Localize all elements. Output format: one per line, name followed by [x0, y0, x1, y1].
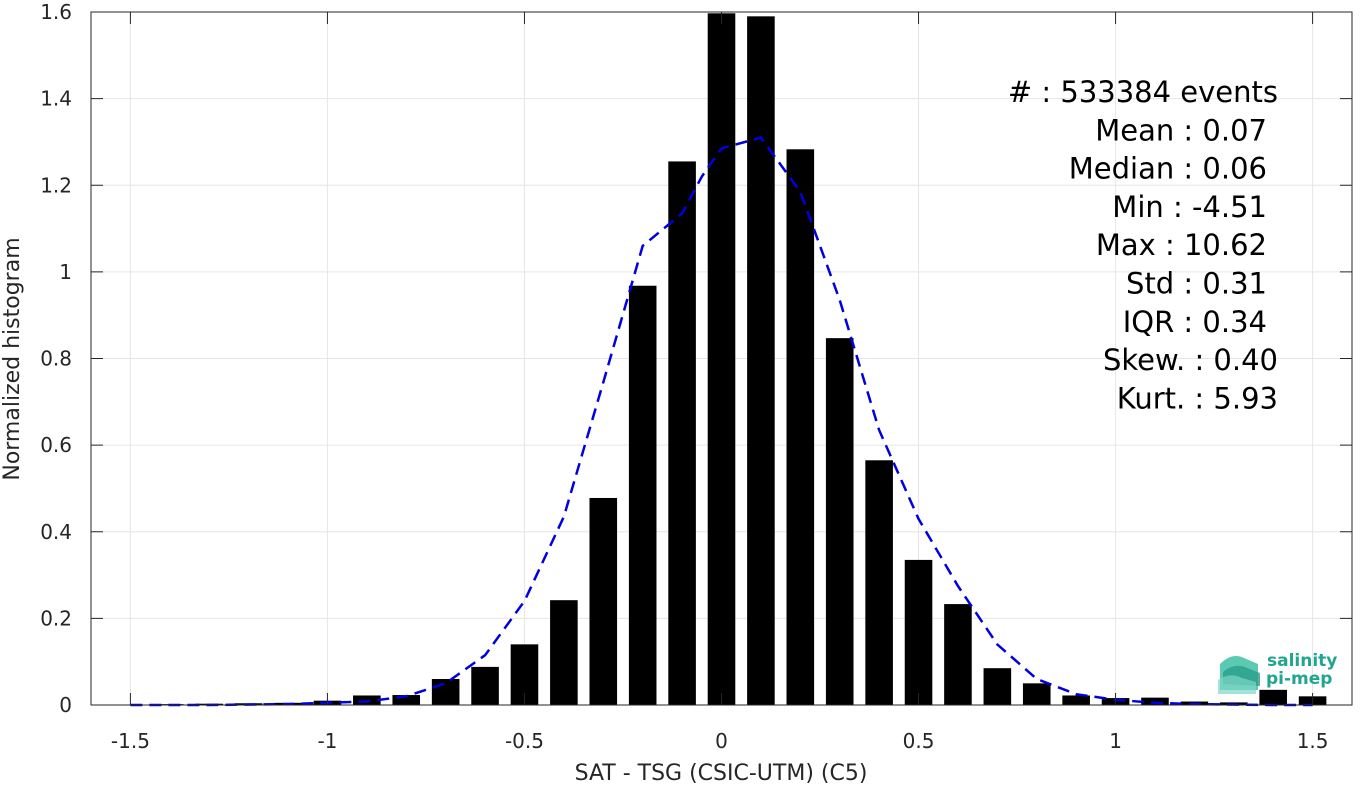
- histogram-bar: [1259, 689, 1287, 705]
- histogram-bar: [668, 161, 696, 706]
- histogram-bar: [1141, 697, 1169, 705]
- y-tick-label: 1.2: [40, 173, 72, 197]
- histogram-bar: [550, 600, 578, 705]
- x-tick-label: -0.5: [505, 729, 544, 753]
- y-tick-label: 1: [59, 260, 72, 284]
- histogram-bar: [983, 668, 1012, 705]
- stat-line: # : 533384 events: [1008, 75, 1278, 109]
- histogram-bar: [1062, 695, 1090, 705]
- histogram-bar: [747, 16, 775, 706]
- stat-line: Median : 0.06: [1069, 152, 1267, 186]
- histogram-bar: [865, 460, 893, 705]
- histogram-bar: [786, 149, 815, 705]
- logo-wave-icon: [1218, 656, 1260, 694]
- stat-line: IQR : 0.34: [1123, 305, 1267, 339]
- x-tick-label: 1: [1109, 729, 1122, 753]
- x-tick-label: 0.5: [903, 729, 935, 753]
- y-tick-label: 0.4: [40, 520, 72, 544]
- stat-line: Min : -4.51: [1112, 190, 1267, 224]
- logo-text-salinity: salinity: [1267, 651, 1337, 671]
- x-tick-label: -1: [317, 729, 337, 753]
- y-tick-label: 0.2: [40, 606, 72, 630]
- y-tick-label: 0.8: [40, 347, 72, 371]
- histogram-bar: [471, 666, 499, 705]
- stat-line: Kurt. : 5.93: [1117, 381, 1278, 415]
- histogram-bar: [707, 13, 736, 705]
- stat-line: Mean : 0.07: [1095, 113, 1267, 147]
- fit-curve-line: [130, 136, 1313, 707]
- y-tick-label: 0.6: [40, 433, 72, 457]
- y-axis-label: Normalized histogram: [0, 237, 25, 480]
- stat-line: Std : 0.31: [1126, 267, 1267, 301]
- histogram-bar: [904, 559, 933, 705]
- axes-frame: [90, 11, 1353, 706]
- stat-line: Skew. : 0.40: [1103, 343, 1278, 377]
- histogram-bar: [1022, 683, 1051, 705]
- x-axis-label: SAT - TSG (CSIC-UTM) (C5): [575, 761, 868, 785]
- logo-text-pi-mep: pi-mep: [1266, 669, 1332, 689]
- y-tick-label: 0: [59, 693, 72, 717]
- x-tick-label: -1.5: [111, 729, 150, 753]
- histogram-bar: [392, 695, 421, 705]
- histogram-bar: [589, 497, 618, 705]
- stat-line: Max : 10.62: [1096, 228, 1267, 262]
- x-tick-label: 1.5: [1297, 729, 1329, 753]
- y-tick-label: 1.6: [40, 0, 72, 24]
- tick-labels: -1.5 -1 -0.5 0 0.5 1 1.5 0 0.2 0.4 0.6 0.8 1 1.2 1.4 1.…: [40, 0, 1328, 753]
- salinity-pi-mep-logo: salinity pi-mep: [1218, 651, 1337, 694]
- histogram-bar: [431, 679, 460, 705]
- statistics-box: # : 533384 events Mean : 0.07 Median : 0.0…: [1008, 75, 1278, 415]
- fit-curve-group: [130, 136, 1313, 707]
- histogram-bars: [116, 13, 1327, 706]
- histogram-bar: [944, 604, 972, 705]
- histogram-bar: [825, 338, 854, 705]
- x-tick-label: 0: [715, 729, 728, 753]
- histogram-bar: [628, 285, 657, 705]
- y-tick-label: 1.4: [40, 87, 72, 111]
